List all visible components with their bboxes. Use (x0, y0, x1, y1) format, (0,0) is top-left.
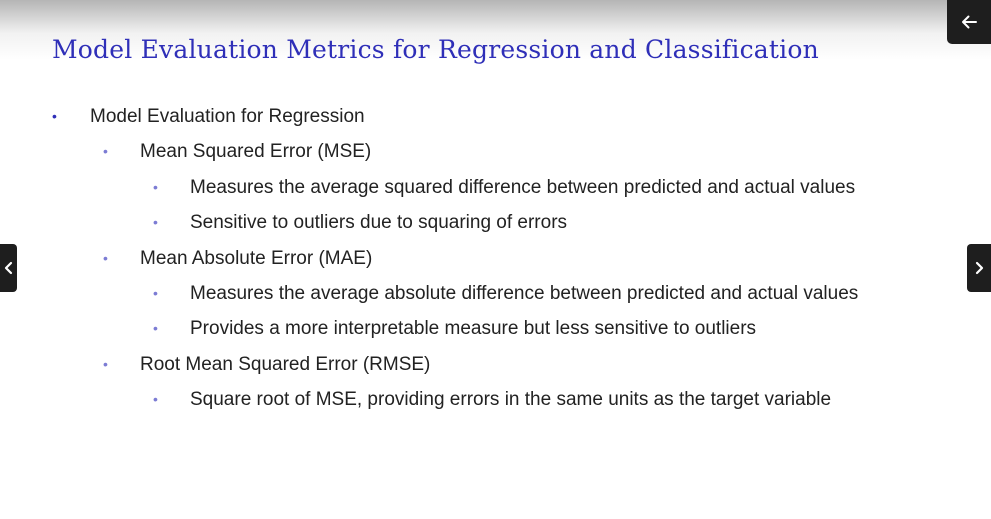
bullet-dot: • (153, 178, 158, 195)
chevron-right-icon (975, 261, 984, 275)
bullet-text: Provides a more interpretable measure bu… (190, 318, 757, 340)
bullet-dot: • (153, 214, 158, 231)
bullet-dot: • (103, 355, 108, 372)
bullet-text: Measures the average absolute difference… (190, 282, 859, 304)
bullet-text: Measures the average squared difference … (190, 176, 856, 198)
bullet-text: Model Evaluation for Regression (90, 106, 365, 127)
slide-title: Model Evaluation Metrics for Regression … (52, 35, 819, 64)
bullet-text: Sensitive to outliers due to squaring of… (190, 212, 568, 234)
bullet-dot: • (153, 284, 158, 301)
bullet-dot: • (153, 320, 158, 337)
bullet-dot: • (52, 108, 57, 124)
bullet-text: Mean Squared Error (MSE) (140, 141, 372, 163)
previous-slide-button[interactable] (0, 244, 17, 292)
bullet-dot: • (103, 143, 108, 160)
bullet-dot: • (153, 391, 158, 408)
bullet-text: Square root of MSE, providing errors in … (190, 389, 832, 411)
arrow-left-icon (962, 15, 977, 29)
bullet-text: Mean Absolute Error (MAE) (140, 247, 373, 269)
bullet-dot: • (103, 249, 108, 266)
chevron-left-icon (4, 261, 12, 275)
bullet-text: Root Mean Squared Error (RMSE) (140, 353, 431, 375)
back-button[interactable] (947, 0, 991, 44)
next-slide-button[interactable] (967, 244, 991, 292)
